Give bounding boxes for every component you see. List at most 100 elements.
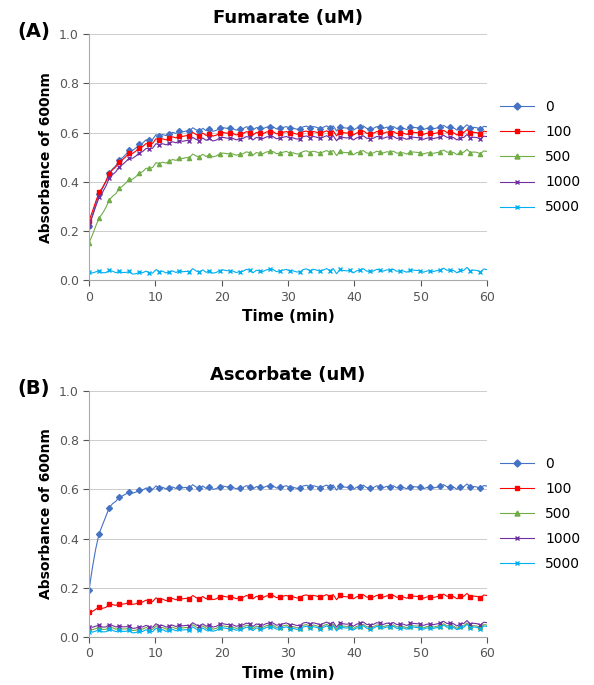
0 [360, 481, 367, 489]
Line: 500: 500 [87, 621, 489, 633]
Line: 100: 100 [87, 127, 489, 223]
1000 [484, 133, 491, 141]
5000 [196, 626, 203, 634]
5000 [309, 623, 317, 631]
500 [463, 619, 470, 627]
5000 [363, 624, 370, 632]
100 [484, 591, 491, 599]
5000 [363, 267, 370, 275]
X-axis label: Time (min): Time (min) [242, 666, 334, 681]
100 [463, 589, 470, 597]
Line: 1000: 1000 [87, 619, 489, 630]
1000 [473, 134, 481, 142]
0 [169, 483, 176, 491]
0 [463, 121, 470, 129]
5000 [403, 625, 410, 634]
5000 [172, 269, 179, 277]
Y-axis label: Absorbance of 600nm: Absorbance of 600nm [39, 72, 53, 242]
500 [473, 148, 481, 156]
X-axis label: Time (min): Time (min) [242, 309, 334, 324]
0 [473, 124, 481, 132]
5000 [484, 622, 491, 630]
Y-axis label: Absorbance of 600nm: Absorbance of 600nm [39, 429, 53, 599]
0 [400, 484, 407, 492]
500 [169, 155, 176, 164]
0 [86, 221, 93, 229]
Line: 500: 500 [87, 147, 489, 245]
100 [360, 127, 367, 135]
5000 [463, 620, 470, 628]
1000 [86, 221, 93, 229]
5000 [463, 263, 470, 271]
0 [400, 124, 407, 132]
100 [400, 593, 407, 601]
Title: Ascorbate (uM): Ascorbate (uM) [210, 366, 366, 384]
Text: (B): (B) [17, 379, 50, 398]
100 [86, 216, 93, 225]
100 [400, 129, 407, 137]
0 [192, 126, 200, 134]
1000 [309, 619, 317, 627]
500 [484, 621, 491, 630]
0 [463, 479, 470, 488]
1000 [196, 622, 203, 630]
5000 [129, 270, 136, 278]
Line: 100: 100 [87, 591, 489, 614]
1000 [169, 138, 176, 146]
100 [192, 594, 200, 602]
500 [307, 149, 314, 157]
Legend: 0, 100, 500, 1000, 5000: 0, 100, 500, 1000, 5000 [494, 95, 586, 220]
5000 [172, 627, 179, 635]
500 [86, 238, 93, 247]
500 [129, 626, 136, 634]
1000 [484, 619, 491, 627]
500 [403, 624, 410, 632]
500 [192, 152, 200, 160]
100 [169, 595, 176, 603]
1000 [477, 621, 484, 630]
Line: 5000: 5000 [87, 622, 489, 635]
Text: (A): (A) [17, 22, 50, 41]
Line: 1000: 1000 [87, 132, 489, 227]
Line: 0: 0 [87, 123, 489, 227]
500 [86, 625, 93, 633]
100 [307, 593, 314, 601]
5000 [86, 627, 93, 636]
1000 [400, 134, 407, 142]
5000 [196, 268, 203, 276]
1000 [307, 134, 314, 142]
1000 [360, 132, 367, 140]
Line: 5000: 5000 [87, 265, 489, 276]
0 [484, 482, 491, 490]
500 [360, 147, 367, 155]
Legend: 0, 100, 500, 1000, 5000: 0, 100, 500, 1000, 5000 [494, 451, 586, 577]
5000 [403, 268, 410, 276]
0 [484, 123, 491, 131]
100 [86, 608, 93, 616]
1000 [463, 616, 470, 625]
1000 [463, 130, 470, 138]
Title: Fumarate (uM): Fumarate (uM) [213, 9, 363, 27]
0 [360, 122, 367, 130]
500 [484, 147, 491, 155]
5000 [309, 265, 317, 273]
1000 [363, 621, 370, 629]
5000 [484, 265, 491, 273]
Line: 0: 0 [87, 482, 489, 592]
1000 [86, 623, 93, 631]
500 [477, 623, 484, 632]
500 [172, 625, 179, 633]
5000 [477, 268, 484, 276]
0 [307, 124, 314, 132]
100 [192, 130, 200, 138]
500 [400, 149, 407, 157]
1000 [172, 623, 179, 631]
0 [192, 483, 200, 491]
500 [463, 145, 470, 153]
5000 [86, 269, 93, 277]
1000 [192, 136, 200, 144]
100 [473, 593, 481, 601]
0 [169, 128, 176, 136]
500 [363, 623, 370, 631]
100 [463, 125, 470, 134]
